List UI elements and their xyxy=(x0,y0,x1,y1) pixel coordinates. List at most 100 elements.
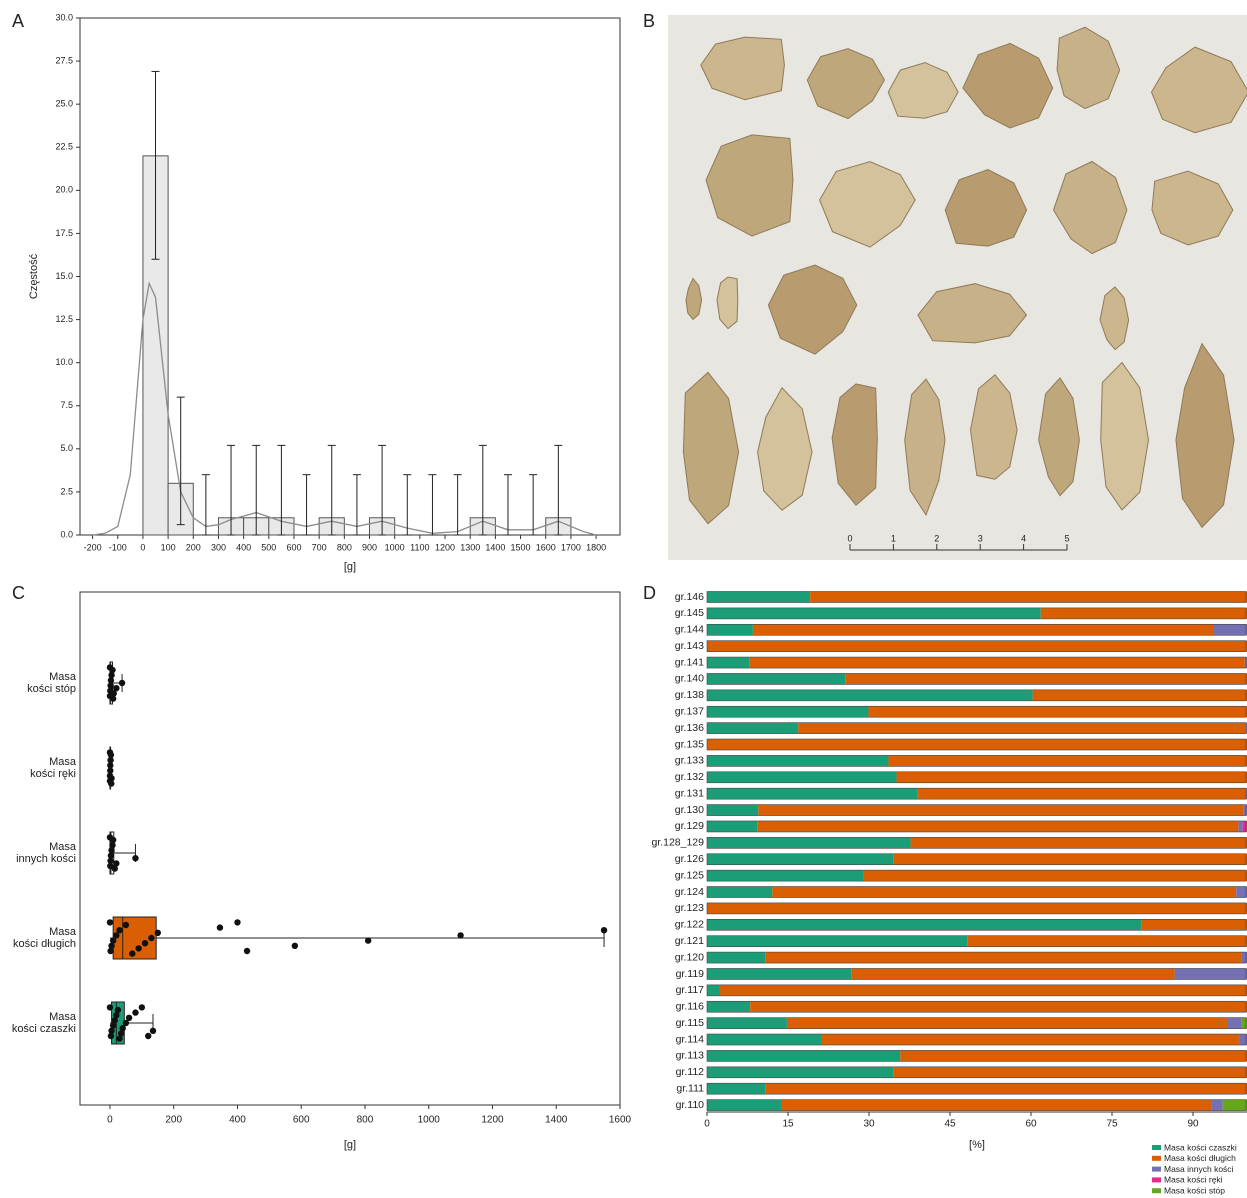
bar-segment xyxy=(707,673,846,685)
data-point xyxy=(107,947,114,955)
x-tick-label: 1700 xyxy=(561,542,581,552)
data-point xyxy=(234,919,241,926)
data-point xyxy=(107,857,114,864)
data-point xyxy=(109,842,116,849)
x-tick-label: 1400 xyxy=(545,1115,568,1126)
x-tick-label: 800 xyxy=(357,1115,374,1126)
scale-label: 1 xyxy=(891,533,896,543)
data-point xyxy=(111,865,118,872)
bone-fragment xyxy=(969,374,1018,480)
bar-segment xyxy=(707,755,889,767)
category-label: gr.137 xyxy=(675,706,704,718)
data-point xyxy=(107,1032,115,1040)
bar-segment xyxy=(749,657,1245,669)
bar-segment xyxy=(896,771,1247,783)
bar-segment xyxy=(757,820,1239,832)
x-tick-label: 1600 xyxy=(536,542,556,552)
category-label: gr.120 xyxy=(675,951,704,963)
bone-fragment xyxy=(685,277,703,321)
bone-fragment xyxy=(1052,160,1128,255)
bar-outline xyxy=(706,591,1247,603)
category-label: gr.117 xyxy=(676,984,705,996)
bar-segment xyxy=(1242,820,1247,832)
error-bar xyxy=(529,474,538,536)
scale-label: 5 xyxy=(1064,533,1069,543)
bar-segment xyxy=(707,1050,901,1062)
x-tick-label: 1200 xyxy=(481,1115,504,1126)
bone-fragment xyxy=(1151,170,1234,246)
bone-fragment xyxy=(700,36,785,101)
category-label: gr.126 xyxy=(675,853,704,865)
data-point xyxy=(109,937,117,944)
bar-segment xyxy=(707,640,1247,652)
bar-segment xyxy=(707,804,759,816)
x-tick-label: 75 xyxy=(1106,1119,1118,1130)
y-axis-title: Częstość xyxy=(28,253,40,299)
error-bar xyxy=(201,474,210,536)
bar-segment xyxy=(1227,1017,1242,1029)
bar-segment xyxy=(821,1034,1239,1046)
data-point xyxy=(107,762,114,769)
legend-swatch xyxy=(1152,1188,1161,1194)
data-point xyxy=(216,924,224,931)
legend-swatch xyxy=(1152,1145,1161,1150)
data-point xyxy=(109,836,117,844)
x-axis-title: [g] xyxy=(344,1139,356,1151)
data-point xyxy=(109,1022,117,1029)
y-tick-label: 7.5 xyxy=(60,400,73,410)
y-tick-label: 5.0 xyxy=(60,443,73,453)
bar-outline xyxy=(706,820,1247,833)
data-point xyxy=(107,852,115,859)
bar-outline xyxy=(706,918,1247,931)
error-bar xyxy=(503,474,512,536)
legend-swatch xyxy=(1152,1166,1161,1172)
legend-label: Masa kości stóp xyxy=(1164,1185,1225,1195)
category-label: Masa kości ręki xyxy=(30,756,76,780)
error-bar xyxy=(554,444,563,536)
category-label: gr.146 xyxy=(675,591,704,603)
category-label: gr.115 xyxy=(676,1017,705,1029)
bar-outline xyxy=(706,656,1247,669)
category-label: Masa innych kości xyxy=(16,841,76,865)
x-tick-label: 300 xyxy=(211,542,226,552)
x-tick-label: 500 xyxy=(261,542,276,552)
bar-outline xyxy=(706,607,1247,620)
bar-outline xyxy=(706,738,1247,751)
category-label: Masa kości długich xyxy=(13,926,76,950)
category-label: gr.130 xyxy=(675,804,704,816)
bone-fragment xyxy=(1099,286,1130,351)
bar-segment xyxy=(707,1001,751,1013)
bar-segment xyxy=(707,837,911,849)
data-point xyxy=(145,1032,152,1040)
bone-fragment xyxy=(1100,361,1150,511)
bar-segment xyxy=(1174,968,1247,980)
y-tick-label: 15.0 xyxy=(55,271,73,281)
bar-segment xyxy=(707,657,750,669)
bar-outline xyxy=(706,771,1247,784)
bar-segment xyxy=(707,820,758,832)
bar-outline xyxy=(706,886,1247,898)
category-label: gr.110 xyxy=(676,1099,705,1111)
legend-label: Masa kości czaszki xyxy=(1164,1142,1237,1152)
bar-outline xyxy=(706,640,1247,652)
data-point xyxy=(111,1017,118,1024)
category-label: gr.113 xyxy=(676,1050,705,1062)
y-tick-label: 0.0 xyxy=(60,529,73,539)
bone-fragment xyxy=(917,283,1028,344)
bar-segment xyxy=(1241,1017,1247,1029)
error-bar xyxy=(227,444,236,536)
bar-outline xyxy=(706,787,1247,800)
x-tick-label: 1400 xyxy=(485,542,505,552)
bar-segment xyxy=(893,1066,1247,1078)
bar-segment xyxy=(707,607,1041,619)
bone-fragment xyxy=(806,48,886,120)
bone-fragment xyxy=(1038,377,1080,497)
data-point xyxy=(132,855,139,862)
category-label: gr.138 xyxy=(675,689,704,701)
data-point xyxy=(129,950,136,957)
y-tick-label: 25.0 xyxy=(55,99,73,109)
bone-fragment xyxy=(1056,26,1121,110)
bar-segment xyxy=(707,1034,822,1046)
bar-segment xyxy=(707,886,773,898)
bone-fragment xyxy=(904,378,946,517)
